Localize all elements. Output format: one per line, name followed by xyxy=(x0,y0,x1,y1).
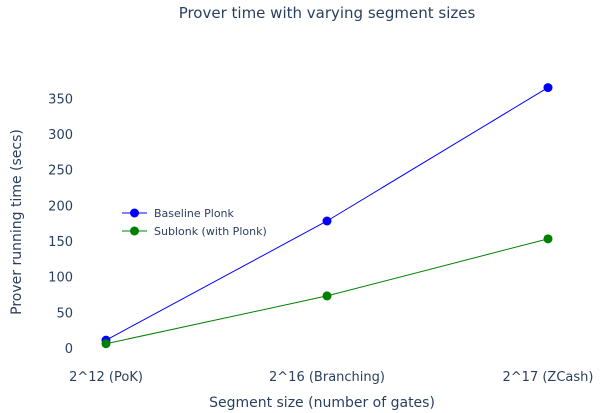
legend-marker xyxy=(130,208,139,218)
y-tick-label: 150 xyxy=(48,235,73,250)
x-tick-label: 2^16 (Branching) xyxy=(269,370,385,385)
y-tick-label: 350 xyxy=(48,92,73,107)
y-tick-label: 100 xyxy=(48,271,73,286)
y-tick-label: 0 xyxy=(65,342,73,357)
data-point xyxy=(322,291,332,301)
x-axis-title: Segment size (number of gates) xyxy=(209,395,435,411)
y-tick-label: 50 xyxy=(56,306,73,321)
x-tick-label: 2^17 (ZCash) xyxy=(503,370,594,385)
y-axis-title: Prover running time (secs) xyxy=(9,129,25,315)
data-point xyxy=(543,83,553,93)
y-tick-label: 250 xyxy=(48,164,73,179)
legend-label: Sublonk (with Plonk) xyxy=(154,225,267,238)
legend-marker xyxy=(130,226,139,236)
y-axis-ticks: 0 50 100 150 200 250 300 350 xyxy=(48,92,73,357)
data-point xyxy=(322,216,332,226)
series-line xyxy=(105,238,549,345)
y-tick-label: 200 xyxy=(48,199,73,214)
data-point xyxy=(543,234,553,244)
x-axis-ticks: 2^12 (PoK) 2^16 (Branching) 2^17 (ZCash) xyxy=(69,370,593,385)
legend: Baseline Plonk Sublonk (with Plonk) xyxy=(122,207,267,238)
chart-title: Prover time with varying segment sizes xyxy=(179,4,476,22)
legend-label: Baseline Plonk xyxy=(154,207,235,220)
plot-area xyxy=(101,83,553,349)
y-tick-label: 300 xyxy=(48,128,73,143)
x-tick-label: 2^12 (PoK) xyxy=(69,370,143,385)
data-point xyxy=(101,339,111,349)
